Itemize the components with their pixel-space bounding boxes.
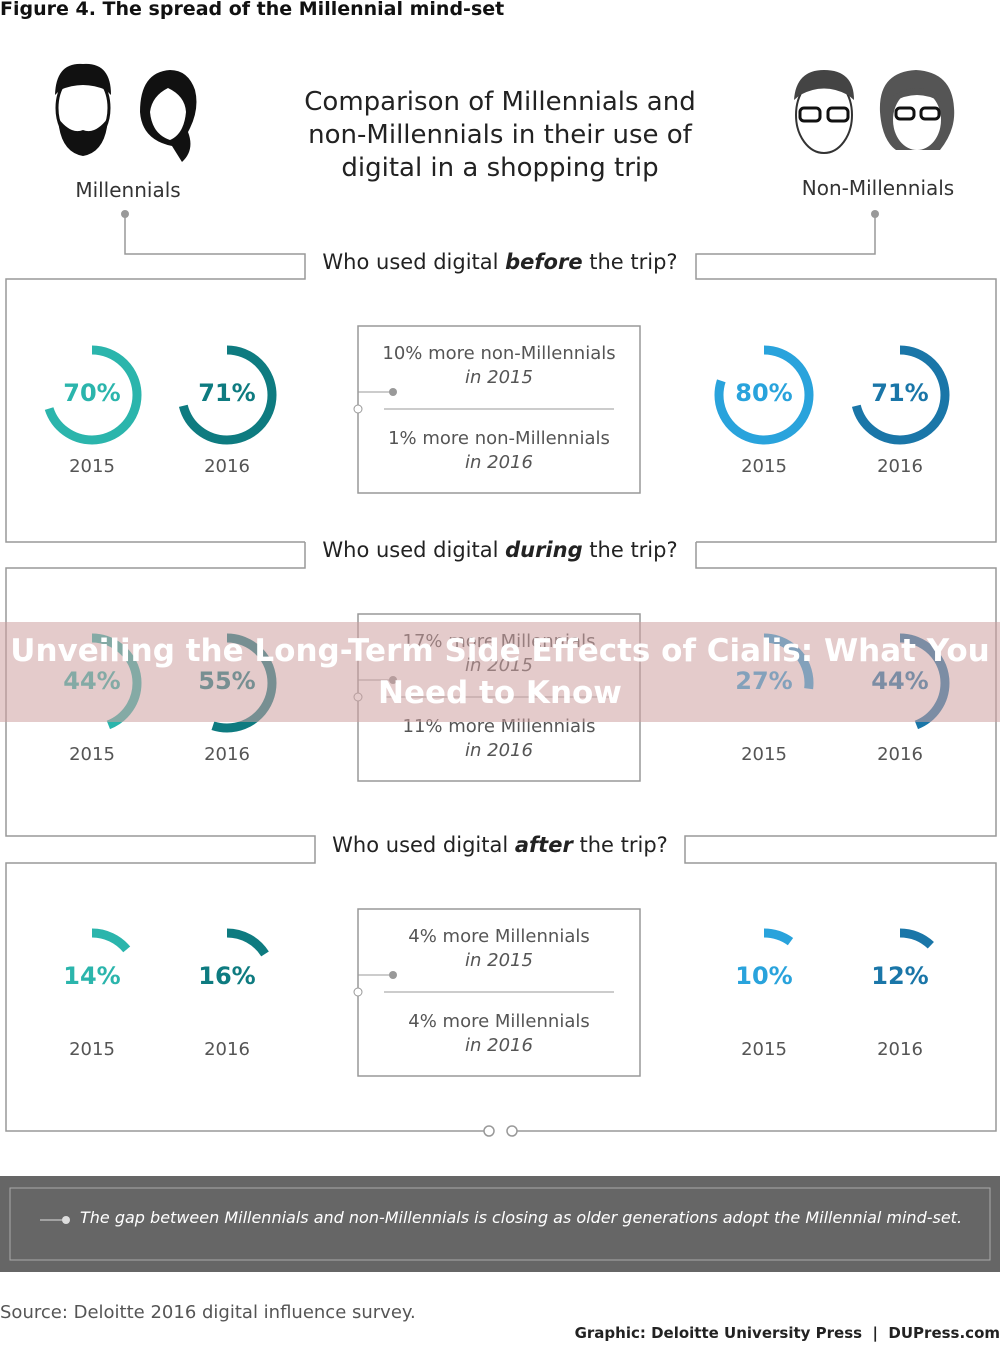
question-emphasis: after <box>514 833 573 857</box>
value-label: 10% <box>735 962 793 990</box>
credit: Graphic: Deloitte University Press | DUP… <box>574 1324 1000 1342</box>
value-label: 71% <box>871 379 929 407</box>
note-period: in 2015 <box>465 950 533 971</box>
source: Source: Deloitte 2016 digital influence … <box>0 1302 416 1323</box>
year-label: 2016 <box>204 744 250 765</box>
value-label: 16% <box>198 962 256 990</box>
ring-arc <box>850 345 950 445</box>
ring-arc <box>177 345 277 445</box>
conclusion: The gap between Millennials and non-Mill… <box>80 1208 963 1227</box>
connectors <box>5 214 997 1132</box>
question-prefix: Who used digital <box>322 250 506 274</box>
year-label: 2016 <box>877 744 923 765</box>
note-period: in 2016 <box>465 452 533 473</box>
ring-arc <box>42 345 142 445</box>
value-label: 80% <box>735 379 793 407</box>
ring-arc <box>714 345 814 445</box>
value-label: 71% <box>198 379 256 407</box>
value-label: 14% <box>63 962 121 990</box>
note: 10% more non-Millennials in 2015 <box>358 342 640 390</box>
ring-arc <box>42 928 142 1028</box>
question-emphasis: during <box>505 538 583 562</box>
note-dot <box>389 388 397 396</box>
note-text: 10% more non-Millennials <box>382 343 616 364</box>
note-text: 1% more non-Millennials <box>388 428 610 449</box>
year-label: 2015 <box>741 456 787 477</box>
question: Who used digital during the trip? <box>0 538 1000 562</box>
question-suffix: the trip? <box>582 538 678 562</box>
value-label: 12% <box>871 962 929 990</box>
note-dot <box>353 404 363 414</box>
question-suffix: the trip? <box>582 250 678 274</box>
question-prefix: Who used digital <box>332 833 515 857</box>
ring-arc <box>850 928 950 1028</box>
ring-arc <box>714 928 814 1028</box>
question: Who used digital before the trip? <box>0 250 1000 274</box>
note: 4% more Millennials in 2016 <box>358 1010 640 1058</box>
figure-title: Figure 4. The spread of the Millennial m… <box>0 0 505 20</box>
year-label: 2015 <box>741 1039 787 1060</box>
note-period: in 2016 <box>465 1035 533 1056</box>
year-label: 2016 <box>204 1039 250 1060</box>
note-text: 4% more Millennials <box>408 926 590 947</box>
year-label: 2015 <box>69 1039 115 1060</box>
year-label: 2015 <box>69 744 115 765</box>
note: 11% more Millennials in 2016 <box>358 715 640 763</box>
note: 1% more non-Millennials in 2016 <box>358 427 640 475</box>
year-label: 2016 <box>204 456 250 477</box>
note: 4% more Millennials in 2015 <box>358 925 640 973</box>
ring-arc <box>177 928 277 1028</box>
note-text: 4% more Millennials <box>408 1011 590 1032</box>
year-label: 2015 <box>69 456 115 477</box>
note-period: in 2016 <box>465 740 533 761</box>
year-label: 2015 <box>741 744 787 765</box>
millennial-icons <box>55 63 197 162</box>
left-label: Millennials <box>75 178 181 202</box>
question: Who used digital after the trip? <box>0 833 1000 857</box>
question-emphasis: before <box>505 250 583 274</box>
year-label: 2016 <box>877 456 923 477</box>
right-label: Non-Millennials <box>801 176 955 200</box>
conclusion-box <box>0 1176 1000 1272</box>
note-dot <box>389 971 397 979</box>
note-dot <box>353 987 363 997</box>
value-label: 70% <box>63 379 121 407</box>
question-prefix: Who used digital <box>322 538 506 562</box>
banner: Unveiling the Long-Term Side Effects of … <box>0 622 1000 722</box>
note-period: in 2015 <box>465 367 533 388</box>
question-suffix: the trip? <box>572 833 668 857</box>
non-millennial-icons <box>794 70 955 154</box>
header-title: Comparison of Millennials and non-Millen… <box>304 87 696 183</box>
year-label: 2016 <box>877 1039 923 1060</box>
